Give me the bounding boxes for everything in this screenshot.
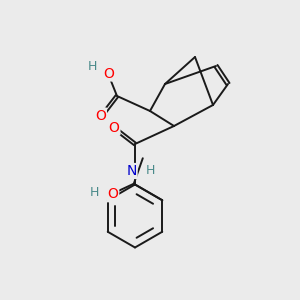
Text: O: O bbox=[109, 121, 119, 134]
Text: O: O bbox=[95, 109, 106, 122]
Text: N: N bbox=[126, 164, 136, 178]
Text: H: H bbox=[146, 164, 155, 178]
Text: H: H bbox=[90, 186, 100, 199]
Text: H: H bbox=[88, 59, 97, 73]
Text: O: O bbox=[107, 187, 118, 201]
Text: O: O bbox=[103, 67, 114, 80]
